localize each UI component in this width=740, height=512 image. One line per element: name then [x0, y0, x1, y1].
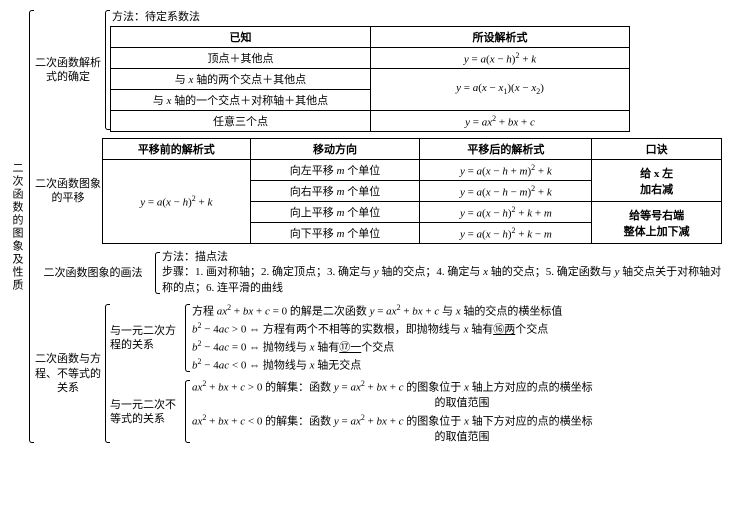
sub1-l2: b2 − 4ac > 0 ⇔ 方程有两个不相等的实数根，即抛物线与 x 轴有⑯两…	[192, 320, 732, 338]
cell-known: 与 x 轴的两个交点＋其他点	[111, 69, 371, 90]
cell-after: y = a(x − h + m)2 + k	[420, 160, 592, 181]
sub2-brace	[182, 378, 190, 445]
sub1-label: 与一元二次方程的关系	[110, 302, 182, 374]
sub2-l2: ax2 + bx + c < 0 的解集：函数 y = ax2 + bx + c…	[192, 412, 732, 445]
section-analytic-form: 二次函数解析式的确定 方法：待定系数法 已知 所设解析式 顶点＋其他点 y = …	[34, 8, 732, 132]
cell-form: y = a(x − h)2 + k	[371, 48, 630, 69]
sec2-table: 平移前的解析式 移动方向 平移后的解析式 口诀 y = a(x − h)2 + …	[102, 138, 722, 244]
section-relation: 二次函数与方程、不等式的关系 与一元二次方程的关系 方程 ax2 + bx + …	[34, 302, 732, 445]
sec3-method: 方法：描点法	[162, 250, 732, 265]
cell-known: 与 x 轴的一个交点＋对称轴＋其他点	[111, 90, 371, 111]
sec4-label: 二次函数与方程、不等式的关系	[34, 302, 102, 445]
table-row: y = a(x − h)2 + k 向左平移 m 个单位 y = a(x − h…	[103, 160, 722, 181]
table-row: 顶点＋其他点 y = a(x − h)2 + k	[111, 48, 630, 69]
table-row: 与 x 轴的两个交点＋其他点 y = a(x − x1)(x − x2)	[111, 69, 630, 90]
cell-before: y = a(x − h)2 + k	[103, 160, 251, 244]
sub2-l1: ax2 + bx + c > 0 的解集：函数 y = ax2 + bx + c…	[192, 378, 732, 411]
sub2-label: 与一元二次不等式的关系	[110, 378, 182, 445]
sub-equation: 与一元二次方程的关系 方程 ax2 + bx + c = 0 的解是二次函数 y…	[110, 302, 732, 374]
cell-known: 任意三个点	[111, 111, 371, 132]
th-form: 所设解析式	[371, 27, 630, 48]
th-dir: 移动方向	[250, 139, 420, 160]
main-title: 二次函数的图象及性质	[8, 8, 26, 445]
cell-dir: 向上平移 m 个单位	[250, 202, 420, 223]
cell-known: 顶点＋其他点	[111, 48, 371, 69]
sec4-brace	[102, 302, 110, 445]
th-mnem: 口诀	[592, 139, 722, 160]
table-row: 任意三个点 y = ax2 + bx + c	[111, 111, 630, 132]
sec2-label: 二次函数图象的平移	[34, 138, 102, 244]
cell-mnem: 给 x 左加右减	[592, 160, 722, 202]
cell-form: y = ax2 + bx + c	[371, 111, 630, 132]
th-before: 平移前的解析式	[103, 139, 251, 160]
table-row: 已知 所设解析式	[111, 27, 630, 48]
sec3-steps: 步骤：1. 画对称轴；2. 确定顶点；3. 确定与 y 轴的交点；4. 确定与 …	[162, 265, 732, 296]
cell-after: y = a(x − h)2 + k + m	[420, 202, 592, 223]
cell-mnem: 给等号右端整体上加下减	[592, 202, 722, 244]
table-row: 平移前的解析式 移动方向 平移后的解析式 口诀	[103, 139, 722, 160]
sub-inequality: 与一元二次不等式的关系 ax2 + bx + c > 0 的解集：函数 y = …	[110, 378, 732, 445]
sec1-method: 方法：待定系数法	[112, 8, 732, 24]
section-drawing: 二次函数图象的画法 方法：描点法 步骤：1. 画对称轴；2. 确定顶点；3. 确…	[34, 250, 732, 296]
th-after: 平移后的解析式	[420, 139, 592, 160]
sec3-brace	[152, 250, 160, 296]
cell-dir: 向右平移 m 个单位	[250, 181, 420, 202]
cell-dir: 向下平移 m 个单位	[250, 223, 420, 244]
sec3-label: 二次函数图象的画法	[34, 250, 152, 296]
cell-form: y = a(x − x1)(x − x2)	[371, 69, 630, 111]
th-known: 已知	[111, 27, 371, 48]
sub1-l1: 方程 ax2 + bx + c = 0 的解是二次函数 y = ax2 + bx…	[192, 302, 732, 320]
cell-after: y = a(x − h − m)2 + k	[420, 181, 592, 202]
section-translation: 二次函数图象的平移 平移前的解析式 移动方向 平移后的解析式 口诀 y = a(…	[34, 138, 732, 244]
sub1-brace	[182, 302, 190, 374]
sec1-brace	[102, 8, 110, 132]
sub1-l3: b2 − 4ac = 0 ⇔ 抛物线与 x 轴有⑰一个交点	[192, 338, 732, 356]
cell-after: y = a(x − h)2 + k − m	[420, 223, 592, 244]
sub1-l4: b2 − 4ac < 0 ⇔ 抛物线与 x 轴无交点	[192, 356, 732, 374]
main-brace	[26, 8, 34, 445]
sec1-label: 二次函数解析式的确定	[34, 8, 102, 132]
cell-dir: 向左平移 m 个单位	[250, 160, 420, 181]
sec1-table: 已知 所设解析式 顶点＋其他点 y = a(x − h)2 + k 与 x 轴的…	[110, 26, 630, 132]
